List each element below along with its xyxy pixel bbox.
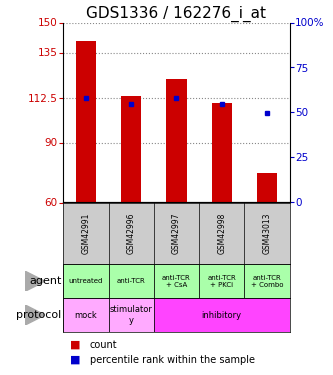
Title: GDS1336 / 162276_i_at: GDS1336 / 162276_i_at: [87, 6, 266, 22]
Bar: [257, 172, 277, 202]
Bar: [109, 298, 154, 332]
Text: percentile rank within the sample: percentile rank within the sample: [90, 355, 255, 365]
Bar: [199, 264, 244, 298]
Bar: [166, 78, 187, 203]
Bar: [63, 264, 109, 298]
Polygon shape: [25, 271, 45, 291]
Text: inhibitory: inhibitory: [202, 310, 242, 320]
Text: GSM42991: GSM42991: [81, 213, 91, 254]
Bar: [63, 298, 109, 332]
Text: anti-TCR
+ PKCi: anti-TCR + PKCi: [207, 275, 236, 288]
Text: agent: agent: [29, 276, 62, 286]
Polygon shape: [25, 305, 45, 325]
Text: GSM42998: GSM42998: [217, 213, 226, 254]
Text: ■: ■: [70, 340, 84, 350]
Bar: [154, 264, 199, 298]
Text: anti-TCR
+ Combo: anti-TCR + Combo: [251, 275, 283, 288]
Text: ■: ■: [70, 355, 84, 365]
Text: GSM43013: GSM43013: [262, 213, 272, 254]
Bar: [244, 264, 290, 298]
Text: mock: mock: [75, 310, 97, 320]
Bar: [211, 102, 232, 202]
Text: stimulator
y: stimulator y: [110, 305, 153, 325]
Text: GSM42997: GSM42997: [172, 213, 181, 254]
Bar: [121, 96, 142, 202]
Text: GSM42996: GSM42996: [127, 213, 136, 254]
Text: untreated: untreated: [69, 278, 103, 284]
Text: anti-TCR
+ CsA: anti-TCR + CsA: [162, 275, 191, 288]
Text: count: count: [90, 340, 118, 350]
Text: protocol: protocol: [16, 310, 62, 320]
Bar: [76, 40, 96, 203]
Text: anti-TCR: anti-TCR: [117, 278, 146, 284]
Bar: [109, 264, 154, 298]
Bar: [154, 298, 290, 332]
